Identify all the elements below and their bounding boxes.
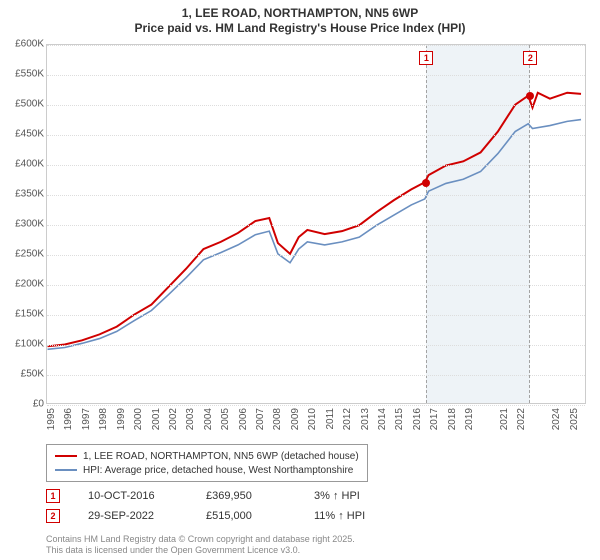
chart-svg bbox=[47, 45, 585, 403]
xtick-label: 2022 bbox=[516, 408, 527, 430]
xtick-label: 2009 bbox=[290, 408, 301, 430]
xtick-label: 2012 bbox=[342, 408, 353, 430]
sale-date-2: 29-SEP-2022 bbox=[88, 510, 178, 522]
xtick-label: 2018 bbox=[447, 408, 458, 430]
sale-marker-box-1: 1 bbox=[419, 51, 433, 65]
xtick-label: 2002 bbox=[168, 408, 179, 430]
ytick-label: £50K bbox=[2, 369, 44, 380]
sale-marker-2: 2 bbox=[46, 509, 60, 523]
xtick-label: 2008 bbox=[272, 408, 283, 430]
sale-dot-1 bbox=[422, 179, 430, 187]
xtick-label: 2019 bbox=[464, 408, 475, 430]
xtick-label: 2024 bbox=[551, 408, 562, 430]
series-price_paid bbox=[48, 93, 582, 347]
legend: 1, LEE ROAD, NORTHAMPTON, NN5 6WP (detac… bbox=[46, 444, 368, 482]
legend-swatch-hpi bbox=[55, 469, 77, 471]
xtick-label: 2007 bbox=[255, 408, 266, 430]
ytick-label: £150K bbox=[2, 309, 44, 320]
xtick-label: 1997 bbox=[81, 408, 92, 430]
title-line-2: Price paid vs. HM Land Registry's House … bbox=[0, 21, 600, 36]
footer-line-1: Contains HM Land Registry data © Crown c… bbox=[46, 534, 355, 545]
xtick-label: 2003 bbox=[185, 408, 196, 430]
plot-area: 12 bbox=[46, 44, 586, 404]
xtick-label: 2005 bbox=[220, 408, 231, 430]
sale-price-1: £369,950 bbox=[206, 490, 286, 502]
ytick-label: £250K bbox=[2, 249, 44, 260]
xtick-label: 2021 bbox=[499, 408, 510, 430]
legend-swatch-price-paid bbox=[55, 455, 77, 457]
title-line-1: 1, LEE ROAD, NORTHAMPTON, NN5 6WP bbox=[0, 6, 600, 21]
ytick-label: £550K bbox=[2, 69, 44, 80]
xtick-label: 2004 bbox=[203, 408, 214, 430]
xtick-label: 2017 bbox=[429, 408, 440, 430]
chart-title-block: 1, LEE ROAD, NORTHAMPTON, NN5 6WP Price … bbox=[0, 0, 600, 36]
sale-delta-1: 3% ↑ HPI bbox=[314, 490, 360, 502]
xtick-label: 1998 bbox=[98, 408, 109, 430]
xtick-label: 2016 bbox=[412, 408, 423, 430]
ytick-label: £350K bbox=[2, 189, 44, 200]
chart-container: 1, LEE ROAD, NORTHAMPTON, NN5 6WP Price … bbox=[0, 0, 600, 560]
ytick-label: £200K bbox=[2, 279, 44, 290]
xtick-label: 2025 bbox=[569, 408, 580, 430]
sales-table: 1 10-OCT-2016 £369,950 3% ↑ HPI 2 29-SEP… bbox=[46, 486, 365, 526]
sale-price-2: £515,000 bbox=[206, 510, 286, 522]
xtick-label: 2001 bbox=[151, 408, 162, 430]
xtick-label: 1996 bbox=[63, 408, 74, 430]
sale-dot-2 bbox=[526, 92, 534, 100]
legend-label-hpi: HPI: Average price, detached house, West… bbox=[83, 465, 353, 476]
sale-marker-1: 1 bbox=[46, 489, 60, 503]
sale-marker-box-2: 2 bbox=[523, 51, 537, 65]
ytick-label: £0 bbox=[2, 399, 44, 410]
sales-row-2: 2 29-SEP-2022 £515,000 11% ↑ HPI bbox=[46, 506, 365, 526]
ytick-label: £100K bbox=[2, 339, 44, 350]
sale-delta-2: 11% ↑ HPI bbox=[314, 510, 365, 522]
ytick-label: £400K bbox=[2, 159, 44, 170]
xtick-label: 2014 bbox=[377, 408, 388, 430]
ytick-label: £600K bbox=[2, 39, 44, 50]
sales-row-1: 1 10-OCT-2016 £369,950 3% ↑ HPI bbox=[46, 486, 365, 506]
xtick-label: 2000 bbox=[133, 408, 144, 430]
xtick-label: 1999 bbox=[116, 408, 127, 430]
xtick-label: 2006 bbox=[238, 408, 249, 430]
xtick-label: 2015 bbox=[394, 408, 405, 430]
ytick-label: £450K bbox=[2, 129, 44, 140]
xtick-label: 2010 bbox=[307, 408, 318, 430]
xtick-label: 2013 bbox=[360, 408, 371, 430]
footer-line-2: This data is licensed under the Open Gov… bbox=[46, 545, 355, 556]
footer: Contains HM Land Registry data © Crown c… bbox=[46, 534, 355, 556]
sale-date-1: 10-OCT-2016 bbox=[88, 490, 178, 502]
legend-item-price-paid: 1, LEE ROAD, NORTHAMPTON, NN5 6WP (detac… bbox=[55, 449, 359, 463]
legend-item-hpi: HPI: Average price, detached house, West… bbox=[55, 463, 359, 477]
xtick-label: 2011 bbox=[325, 408, 336, 430]
ytick-label: £500K bbox=[2, 99, 44, 110]
ytick-label: £300K bbox=[2, 219, 44, 230]
xtick-label: 1995 bbox=[46, 408, 57, 430]
legend-label-price-paid: 1, LEE ROAD, NORTHAMPTON, NN5 6WP (detac… bbox=[83, 451, 359, 462]
